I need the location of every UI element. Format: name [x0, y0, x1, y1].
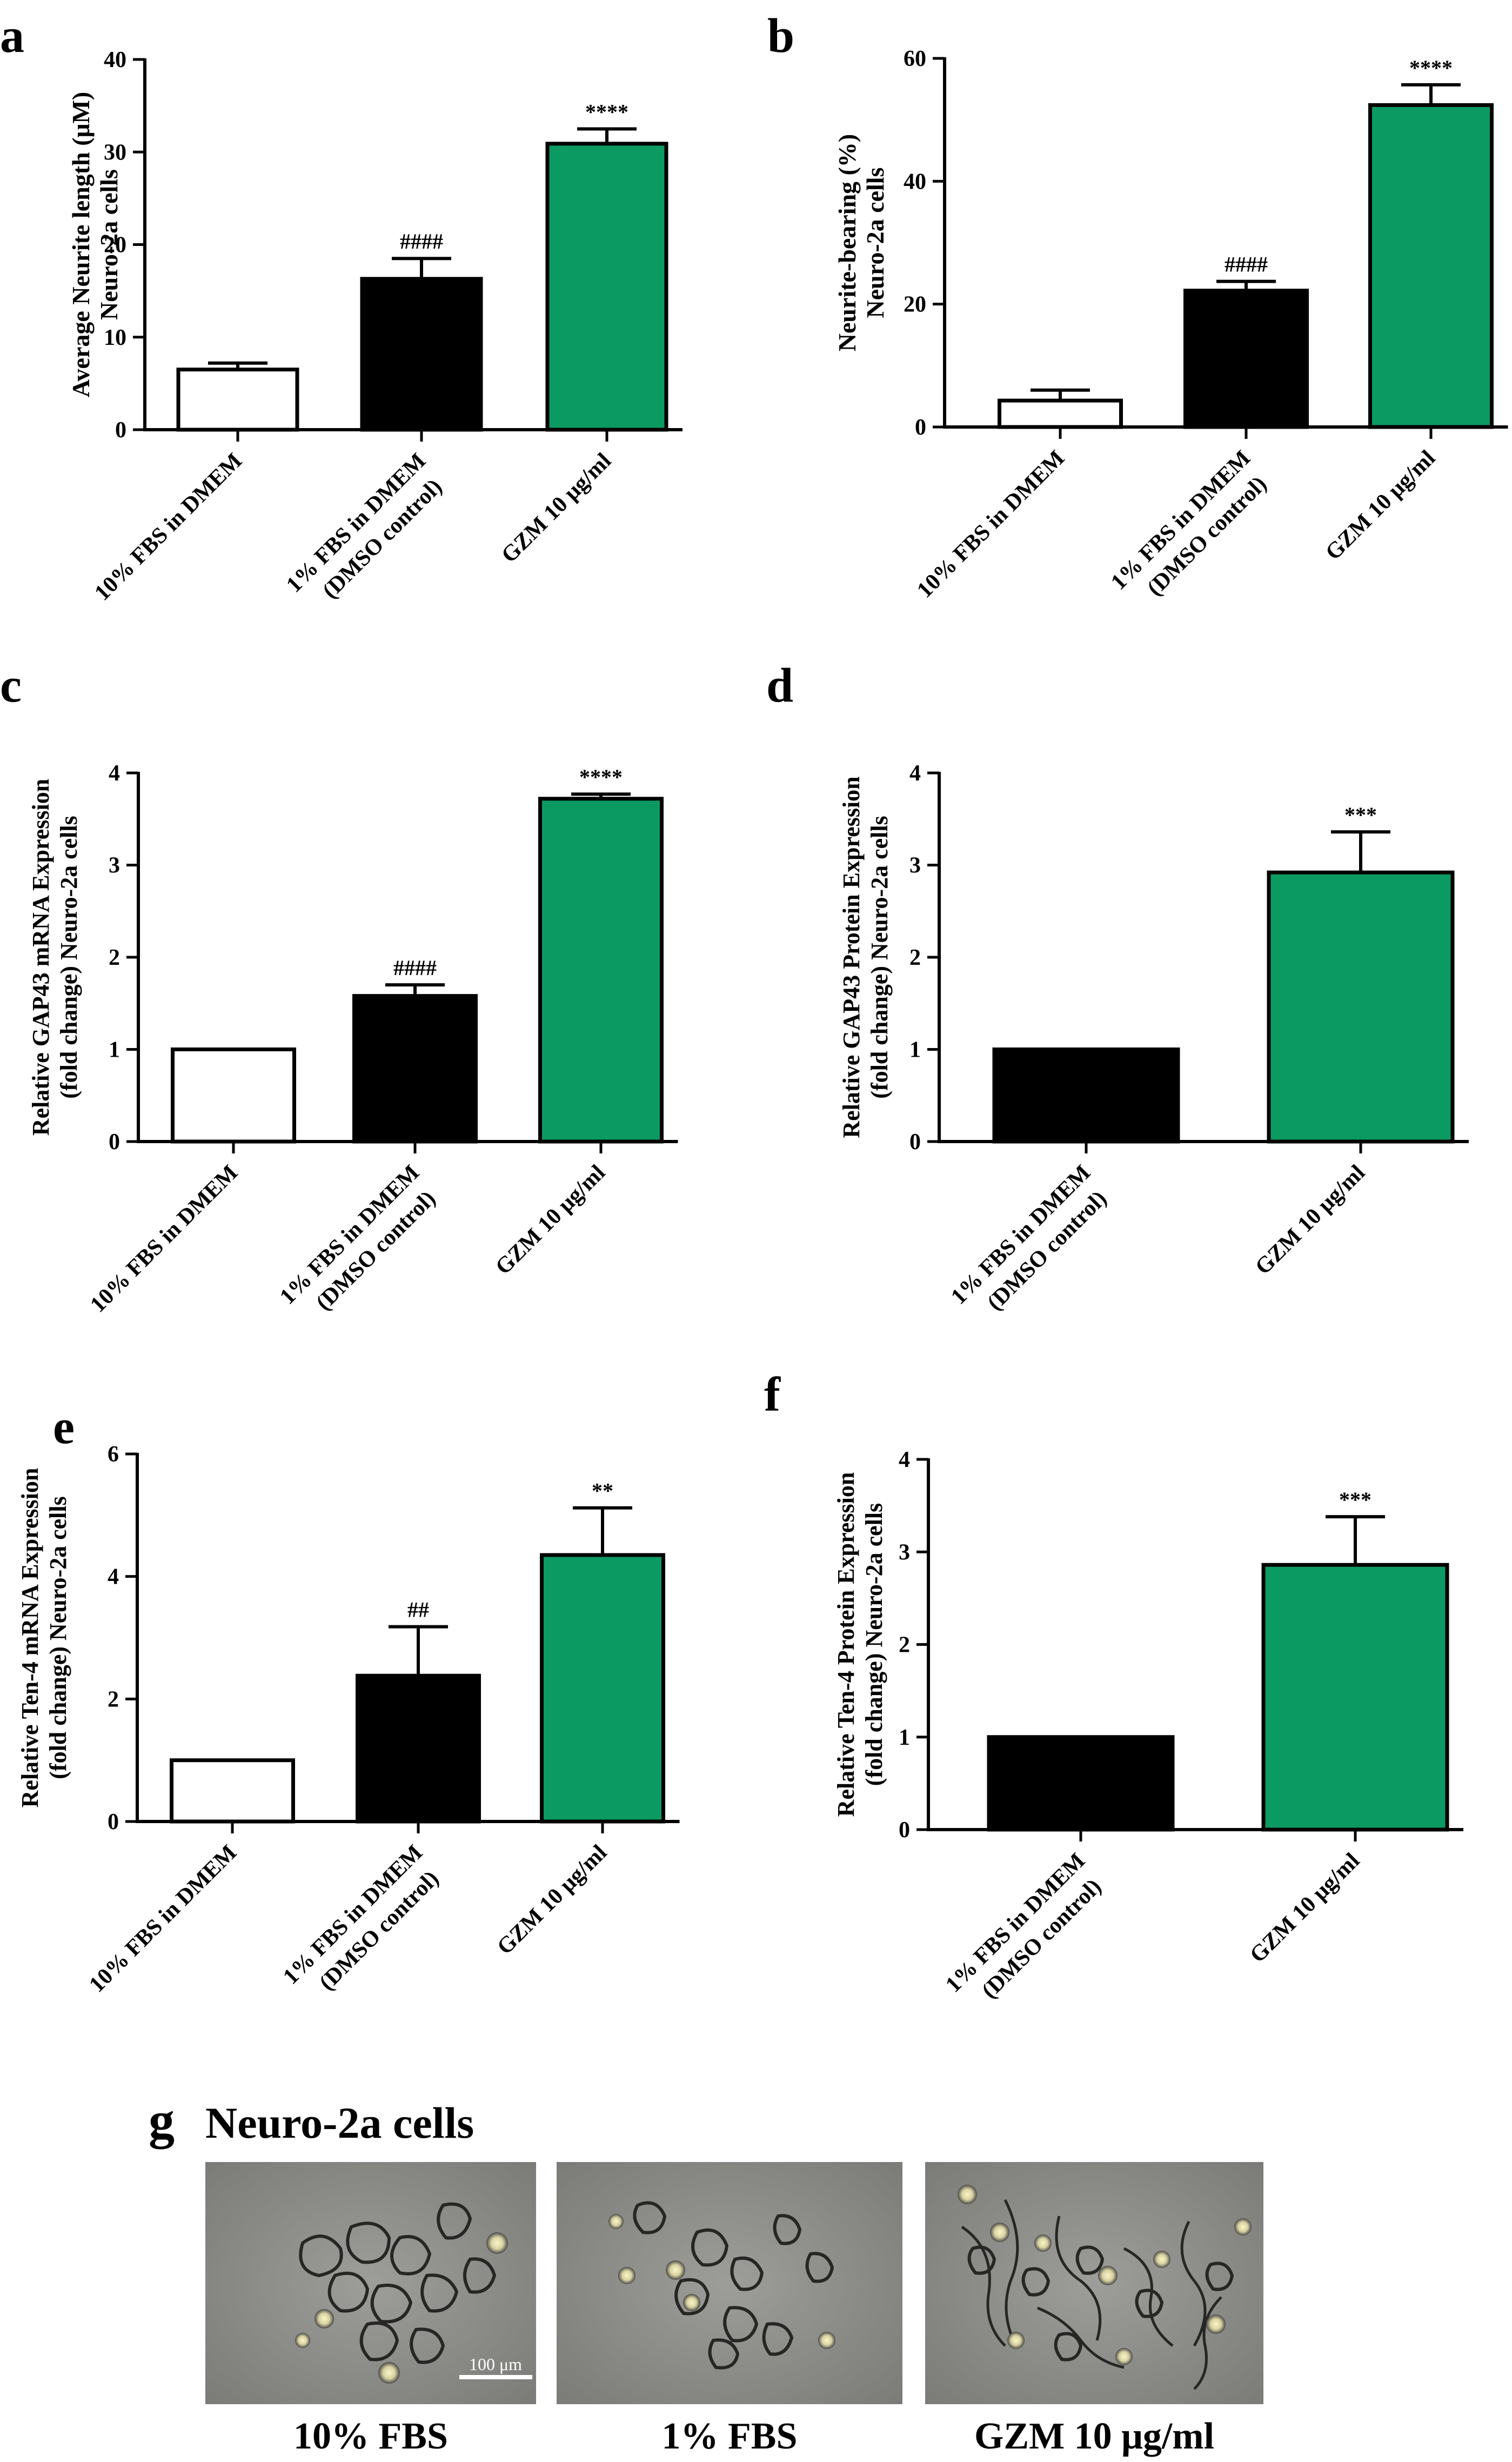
y-tick-label: 6 [108, 1442, 119, 1467]
y-tick-label: 3 [909, 853, 921, 878]
y-tick-label: 0 [899, 1818, 910, 1843]
y-axis-label: Neurite-bearing (%) [833, 134, 861, 351]
micrograph-10-fbs: 100 μm [205, 2162, 536, 2404]
y-tick-label: 1 [109, 1038, 120, 1063]
y-tick-label: 1 [899, 1725, 910, 1750]
significance-label: ## [407, 1598, 429, 1622]
y-axis-label: (fold change) Neuro-2a cells [861, 1503, 887, 1786]
y-tick-label: 60 [904, 46, 926, 71]
chart-panel-a: 0 10 20 30 40 Average Neurite length (μM) Neur… [67, 48, 683, 605]
micrograph-caption-3: GZM 10 μg/ml [974, 2416, 1214, 2457]
y-axis-label: Relative Ten-4 Protein Expression [833, 1472, 859, 1817]
chart-panel-f: 0 1 2 3 4 Relative Ten-4 Protein Expression (f… [833, 1447, 1463, 2004]
y-tick-label: 0 [115, 418, 126, 443]
panel-letter-g: g [149, 2091, 175, 2149]
panel-letter-e: e [53, 1400, 75, 1454]
y-tick-label: 4 [909, 761, 921, 786]
y-axis-label: Relative GAP43 mRNA Expression [28, 779, 54, 1136]
panel-letter-a: a [0, 9, 24, 63]
y-tick-label: 0 [909, 1130, 921, 1155]
bar [545, 142, 668, 432]
y-tick-label: 4 [109, 761, 120, 786]
x-tick-label: GZM 10 μg/ml [1321, 446, 1440, 565]
significance-label: #### [393, 956, 437, 980]
y-axis-label: Neuro-2a cells [861, 168, 889, 318]
y-tick-label: 4 [899, 1447, 910, 1472]
bar [1267, 870, 1455, 1144]
x-tick-label: 10% FBS in DMEM [912, 446, 1069, 603]
x-tick-label: 10% FBS in DMEM [84, 1840, 242, 1998]
bar [540, 1553, 665, 1824]
x-tick-label: GZM 10 μg/ml [1250, 1160, 1370, 1280]
bar [170, 1758, 295, 1824]
panel-letter-f: f [764, 1368, 781, 1422]
bar [356, 1673, 481, 1824]
significance-label: #### [1225, 252, 1268, 277]
bar [360, 277, 483, 432]
bar [998, 398, 1123, 429]
bar [987, 1735, 1175, 1832]
significance-label: #### [400, 229, 443, 253]
y-axis-label: (fold change) Neuro-2a cells [56, 816, 82, 1098]
x-tick-label: GZM 10 μg/ml [491, 1160, 610, 1280]
significance-label: *** [1339, 1487, 1371, 1512]
y-tick-label: 0 [109, 1130, 120, 1155]
panel-g: g Neuro-2a cells [149, 2091, 1263, 2457]
y-tick-label: 2 [108, 1687, 119, 1712]
y-tick-label: 1 [909, 1038, 921, 1063]
panel-letter-d: d [766, 659, 793, 712]
y-tick-label: 3 [899, 1540, 910, 1565]
y-axis-label: (fold change) Neuro-2a cells [45, 1496, 71, 1779]
x-tick-label: GZM 10 μg/ml [1245, 1849, 1364, 1968]
y-tick-label: 40 [104, 48, 126, 72]
y-tick-label: 40 [904, 169, 926, 194]
significance-label: **** [1409, 56, 1453, 80]
bar [171, 1047, 296, 1144]
bar [1261, 1563, 1449, 1832]
x-tick-label: GZM 10 μg/ml [497, 449, 616, 568]
panel-letter-c: c [0, 659, 22, 712]
y-tick-label: 0 [915, 415, 926, 440]
y-axis-label: (fold change) Neuro-2a cells [866, 816, 893, 1098]
bar [1183, 289, 1309, 429]
bar [538, 797, 664, 1144]
chart-panel-b: 0 20 40 60 Neurite-bearing (%) Neuro-2a cells… [833, 46, 1508, 603]
y-axis-label: Average Neurite length (μM) [67, 92, 95, 398]
chart-panel-e: 0 2 4 6 Relative Ten-4 mRNA Expression (fold … [17, 1442, 680, 1997]
bar [992, 1047, 1180, 1144]
micrograph-caption-2: 1% FBS [662, 2416, 798, 2457]
panel-g-title: Neuro-2a cells [205, 2098, 474, 2147]
micrograph-1-fbs [557, 2162, 902, 2404]
panel-letter-b: b [767, 9, 794, 63]
significance-label: **** [579, 765, 623, 789]
y-tick-label: 2 [909, 945, 921, 970]
y-tick-label: 4 [108, 1565, 119, 1590]
x-tick-label: GZM 10 μg/ml [492, 1840, 612, 1960]
micrograph-gzm [925, 2162, 1263, 2404]
chart-panel-d: 0 1 2 3 4 Relative GAP43 Protein Expression (f… [838, 761, 1469, 1316]
y-tick-label: 20 [904, 292, 926, 317]
y-tick-label: 10 [104, 325, 126, 350]
chart-panel-c: 0 1 2 3 4 Relative GAP43 mRNA Expression (fold… [28, 761, 678, 1317]
y-tick-label: 2 [109, 945, 120, 970]
y-axis-label: Relative GAP43 Protein Expression [838, 776, 865, 1138]
y-tick-label: 30 [104, 140, 126, 165]
y-axis-label: Neuro-2a cells [95, 169, 123, 320]
bar [176, 368, 299, 432]
y-tick-label: 2 [899, 1633, 910, 1658]
bar [352, 994, 478, 1144]
y-tick-label: 0 [108, 1810, 119, 1834]
bar [1368, 103, 1494, 429]
x-tick-label: 10% FBS in DMEM [90, 449, 247, 606]
significance-label: **** [585, 99, 628, 124]
x-tick-label: 10% FBS in DMEM [85, 1160, 243, 1318]
y-axis-label: Relative Ten-4 mRNA Expression [17, 1468, 43, 1808]
y-tick-label: 20 [104, 233, 126, 258]
micrograph-caption-1: 10% FBS [293, 2416, 448, 2457]
scale-bar-label: 100 μm [469, 2354, 522, 2374]
significance-label: *** [1344, 803, 1377, 827]
y-tick-label: 3 [109, 853, 120, 878]
significance-label: ** [592, 1479, 613, 1503]
